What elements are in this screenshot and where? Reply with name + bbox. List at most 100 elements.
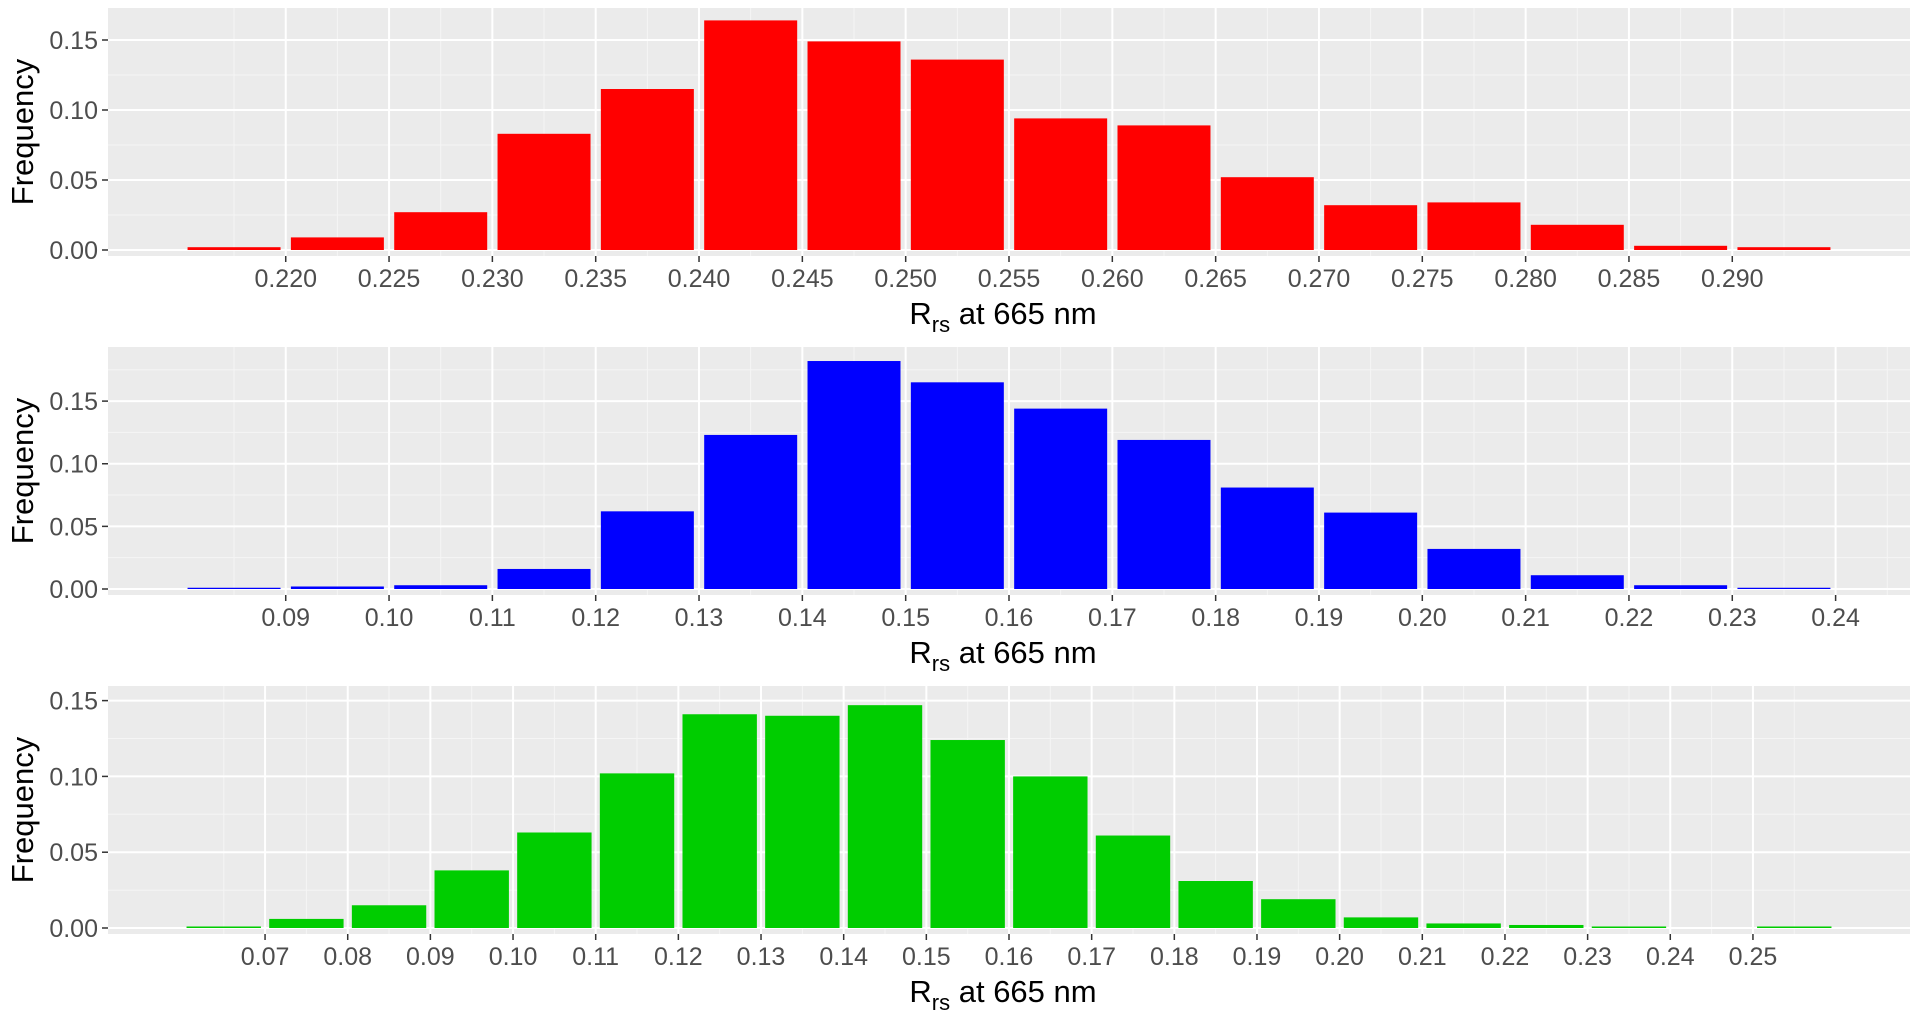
x-axis-title: Rrs at 665 nm	[909, 635, 1096, 676]
histogram-bar	[290, 586, 384, 589]
x-tick-label: 0.12	[654, 943, 703, 971]
histogram-bar	[1261, 899, 1336, 928]
x-axis-title-main: R	[909, 635, 931, 670]
y-tick-label: 0.00	[49, 576, 98, 604]
x-tick-label: 0.18	[1191, 604, 1240, 632]
x-tick-label: 0.24	[1646, 943, 1695, 971]
y-tick-label: 0.00	[49, 915, 98, 943]
histogram-bar	[1427, 548, 1521, 589]
y-axis-title: Frequency	[5, 397, 40, 544]
x-tick-label: 0.08	[323, 943, 372, 971]
y-tick-label: 0.05	[49, 167, 98, 195]
y-tick-label: 0.05	[49, 839, 98, 867]
histogram-bar	[394, 585, 488, 589]
x-tick-label: 0.260	[1081, 265, 1144, 293]
histogram-bar	[1509, 924, 1584, 928]
histogram-bar	[682, 714, 757, 928]
x-tick-label: 0.12	[571, 604, 620, 632]
histogram-bar	[1014, 118, 1108, 251]
histogram-bar	[1343, 917, 1419, 928]
x-tick-label: 0.11	[469, 604, 516, 632]
histogram-bar	[1634, 245, 1728, 250]
y-tick-label: 0.05	[49, 513, 98, 541]
x-tick-label: 0.23	[1563, 943, 1612, 971]
x-tick-label: 0.07	[241, 943, 290, 971]
histogram-bar	[517, 832, 592, 928]
x-tick-label: 0.225	[358, 265, 421, 293]
histogram-bar	[497, 568, 591, 589]
histogram-bar	[1634, 585, 1728, 589]
x-tick-label: 0.15	[902, 943, 951, 971]
x-tick-label: 0.18	[1150, 943, 1199, 971]
x-axis-title-main: R	[909, 296, 931, 331]
y-tick-label: 0.15	[49, 388, 98, 416]
histogram-bar	[1013, 776, 1088, 928]
histogram-bar	[269, 918, 344, 928]
x-axis-title-main: R	[909, 974, 931, 1009]
x-tick-label: 0.13	[675, 604, 724, 632]
histogram-bar	[704, 434, 798, 589]
histogram-bar	[1591, 926, 1667, 928]
histogram-bar	[1220, 177, 1314, 250]
x-tick-label: 0.240	[668, 265, 731, 293]
x-axis-title-rest: at 665 nm	[950, 974, 1096, 1009]
x-tick-label: 0.290	[1701, 265, 1764, 293]
x-tick-label: 0.15	[881, 604, 930, 632]
histogram-panel-1: 0.00 0.05 0.10 0.15 0.220 0.225 0.230 0.235 0.24…	[5, 8, 1910, 337]
histogram-bar	[600, 511, 694, 589]
histogram-bar	[704, 20, 798, 251]
x-tick-label: 0.23	[1708, 604, 1757, 632]
x-axis-title-rest: at 665 nm	[950, 296, 1096, 331]
y-tick-label: 0.00	[49, 237, 98, 265]
y-axis-title: Frequency	[5, 736, 40, 883]
x-axis-title: Rrs at 665 nm	[909, 296, 1096, 337]
x-tick-label: 0.220	[254, 265, 317, 293]
histogram-bar	[847, 705, 923, 928]
y-tick-label: 0.10	[49, 763, 98, 791]
histogram-panel-2: 0.00 0.05 0.10 0.15 0.09 0.10 0.11 0.12 0.13 0.14…	[5, 347, 1910, 676]
x-tick-label: 0.13	[737, 943, 786, 971]
x-tick-label: 0.230	[461, 265, 524, 293]
x-tick-label: 0.22	[1481, 943, 1530, 971]
histogram-bar	[1324, 512, 1418, 589]
x-tick-label: 0.255	[978, 265, 1041, 293]
x-tick-label: 0.09	[261, 604, 310, 632]
y-tick-label: 0.10	[49, 451, 98, 479]
histogram-bar	[910, 59, 1004, 250]
x-tick-label: 0.19	[1295, 604, 1344, 632]
histogram-bar	[394, 212, 488, 250]
y-tick-label: 0.10	[49, 97, 98, 125]
x-tick-label: 0.17	[1067, 943, 1116, 971]
x-tick-label: 0.25	[1729, 943, 1778, 971]
histogram-panel-3: 0.00 0.05 0.10 0.15 0.07 0.08 0.09 0.10 0.11 0.12…	[5, 686, 1910, 1015]
x-axis-title-rest: at 665 nm	[950, 635, 1096, 670]
histogram-bar	[930, 740, 1005, 928]
y-tick-label: 0.15	[49, 27, 98, 55]
x-tick-label: 0.14	[819, 943, 868, 971]
x-tick-label: 0.16	[985, 604, 1034, 632]
x-tick-label: 0.265	[1184, 265, 1247, 293]
histogram-bar	[1737, 587, 1831, 589]
x-tick-label: 0.19	[1233, 943, 1282, 971]
histogram-bar	[187, 587, 281, 589]
histogram-bar	[290, 237, 384, 250]
x-tick-label: 0.275	[1391, 265, 1454, 293]
x-tick-label: 0.280	[1494, 265, 1557, 293]
x-tick-label: 0.17	[1088, 604, 1137, 632]
histogram-bar	[1757, 926, 1832, 928]
x-axis-title-subscript: rs	[932, 312, 950, 337]
x-tick-label: 0.10	[365, 604, 414, 632]
x-tick-label: 0.270	[1288, 265, 1351, 293]
histogram-bar	[1530, 224, 1624, 250]
x-tick-label: 0.250	[874, 265, 937, 293]
histogram-bar	[1178, 881, 1253, 928]
histogram-bar	[765, 715, 840, 928]
x-tick-label: 0.10	[489, 943, 538, 971]
x-tick-label: 0.11	[572, 943, 619, 971]
x-tick-label: 0.285	[1598, 265, 1661, 293]
histogram-bar	[186, 926, 261, 928]
x-tick-label: 0.16	[985, 943, 1034, 971]
y-tick-label: 0.15	[49, 688, 98, 716]
x-tick-label: 0.20	[1398, 604, 1447, 632]
